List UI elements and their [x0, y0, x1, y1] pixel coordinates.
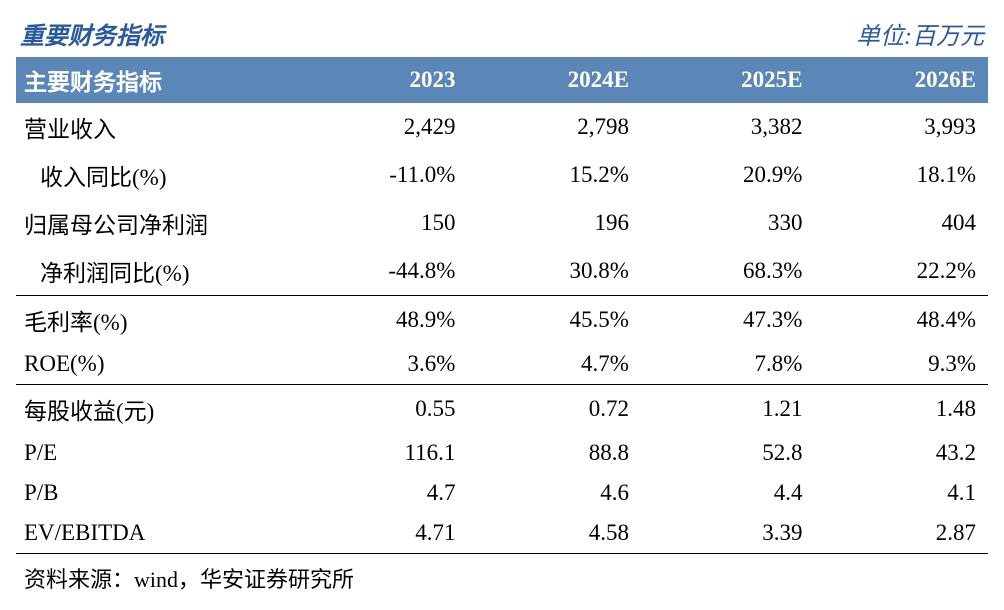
table-row: 归属母公司净利润150196330404 [16, 199, 988, 247]
table-row: P/B4.74.64.44.1 [16, 473, 988, 513]
metric-cell: P/B [16, 473, 294, 513]
col-metric: 主要财务指标 [16, 57, 294, 103]
value-cell: 2,429 [294, 103, 468, 151]
unit-label: 单位:百万元 [856, 16, 984, 51]
value-cell: 47.3% [641, 296, 815, 345]
value-cell: 18.1% [814, 151, 988, 199]
value-cell: 4.1 [814, 473, 988, 513]
value-cell: 4.6 [467, 473, 641, 513]
value-cell: 4.71 [294, 513, 468, 554]
table-row: 净利润同比(%)-44.8%30.8%68.3%22.2% [16, 247, 988, 296]
col-2026e: 2026E [814, 57, 988, 103]
table-header-row: 主要财务指标 2023 2024E 2025E 2026E [16, 57, 988, 103]
value-cell: -44.8% [294, 247, 468, 296]
value-cell: -11.0% [294, 151, 468, 199]
table-row: 营业收入2,4292,7983,3823,993 [16, 103, 988, 151]
value-cell: 4.4 [641, 473, 815, 513]
value-cell: 1.48 [814, 385, 988, 434]
value-cell: 116.1 [294, 433, 468, 473]
value-cell: 3,382 [641, 103, 815, 151]
value-cell: 3,993 [814, 103, 988, 151]
metric-cell: 毛利率(%) [16, 296, 294, 345]
value-cell: 7.8% [641, 344, 815, 385]
value-cell: 150 [294, 199, 468, 247]
col-2025e: 2025E [641, 57, 815, 103]
table-row: 毛利率(%)48.9%45.5%47.3%48.4% [16, 296, 988, 345]
table-row: EV/EBITDA4.714.583.392.87 [16, 513, 988, 554]
value-cell: 22.2% [814, 247, 988, 296]
value-cell: 3.6% [294, 344, 468, 385]
value-cell: 2.87 [814, 513, 988, 554]
col-2023: 2023 [294, 57, 468, 103]
value-cell: 48.4% [814, 296, 988, 345]
metric-cell: 净利润同比(%) [16, 247, 294, 296]
metric-cell: 每股收益(元) [16, 385, 294, 434]
value-cell: 20.9% [641, 151, 815, 199]
value-cell: 196 [467, 199, 641, 247]
table-row: P/E116.188.852.843.2 [16, 433, 988, 473]
metric-cell: 营业收入 [16, 103, 294, 151]
financials-table: 主要财务指标 2023 2024E 2025E 2026E 营业收入2,4292… [16, 57, 988, 554]
metric-cell: P/E [16, 433, 294, 473]
value-cell: 52.8 [641, 433, 815, 473]
table-row: 每股收益(元)0.550.721.211.48 [16, 385, 988, 434]
table-row: ROE(%)3.6%4.7%7.8%9.3% [16, 344, 988, 385]
value-cell: 68.3% [641, 247, 815, 296]
metric-cell: EV/EBITDA [16, 513, 294, 554]
header-row: 重要财务指标 单位:百万元 [16, 16, 988, 57]
value-cell: 43.2 [814, 433, 988, 473]
table-body: 营业收入2,4292,7983,3823,993收入同比(%)-11.0%15.… [16, 103, 988, 554]
value-cell: 0.55 [294, 385, 468, 434]
value-cell: 4.7% [467, 344, 641, 385]
value-cell: 1.21 [641, 385, 815, 434]
value-cell: 15.2% [467, 151, 641, 199]
metric-cell: 归属母公司净利润 [16, 199, 294, 247]
value-cell: 2,798 [467, 103, 641, 151]
table-row: 收入同比(%)-11.0%15.2%20.9%18.1% [16, 151, 988, 199]
value-cell: 3.39 [641, 513, 815, 554]
col-2024e: 2024E [467, 57, 641, 103]
value-cell: 30.8% [467, 247, 641, 296]
value-cell: 88.8 [467, 433, 641, 473]
source-note: 资料来源：wind，华安证券研究所 [16, 554, 988, 594]
value-cell: 48.9% [294, 296, 468, 345]
value-cell: 4.58 [467, 513, 641, 554]
value-cell: 9.3% [814, 344, 988, 385]
metric-cell: 收入同比(%) [16, 151, 294, 199]
value-cell: 0.72 [467, 385, 641, 434]
value-cell: 330 [641, 199, 815, 247]
value-cell: 4.7 [294, 473, 468, 513]
value-cell: 45.5% [467, 296, 641, 345]
page-title: 重要财务指标 [20, 16, 164, 51]
metric-cell: ROE(%) [16, 344, 294, 385]
value-cell: 404 [814, 199, 988, 247]
